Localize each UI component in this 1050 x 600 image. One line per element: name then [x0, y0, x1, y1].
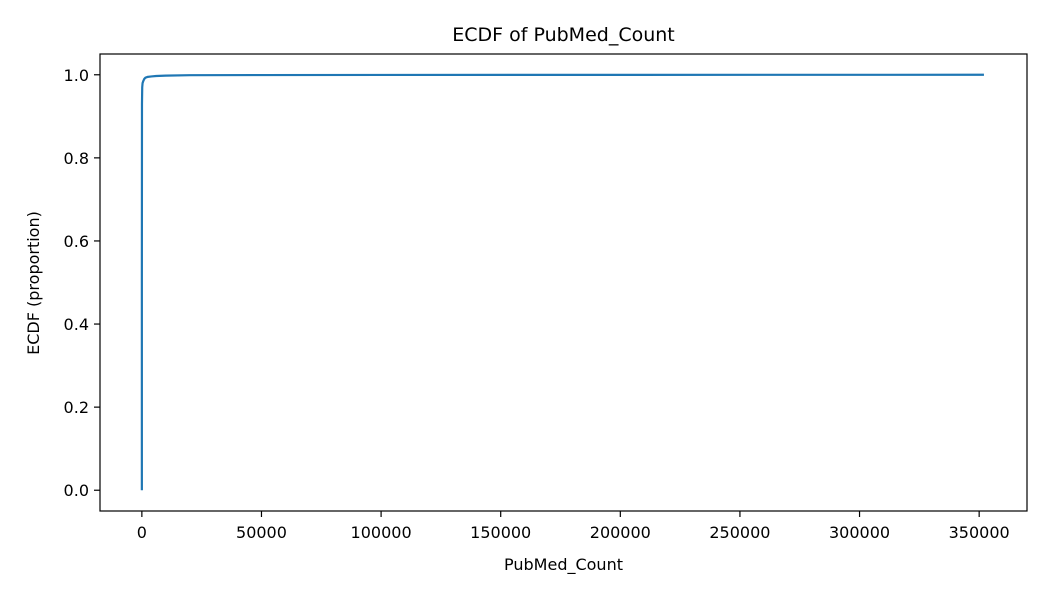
x-tick-label: 250000 [709, 523, 770, 542]
plot-frame [99, 53, 1028, 512]
y-tick-label: 0.0 [64, 481, 89, 500]
y-tick-label: 0.8 [64, 149, 89, 168]
plot-area [99, 53, 1028, 512]
chart-title: ECDF of PubMed_Count [452, 24, 675, 46]
x-tick-label: 50000 [236, 523, 287, 542]
x-tick-label: 200000 [590, 523, 651, 542]
y-tick-label: 0.6 [64, 232, 89, 251]
y-axis-label: ECDF (proportion) [24, 211, 43, 355]
x-axis-label: PubMed_Count [504, 555, 623, 575]
x-tick-label: 100000 [351, 523, 412, 542]
x-axis: 0 50000 100000 150000 200000 250000 300000 3500… [137, 511, 1010, 542]
ecdf-line [140, 73, 984, 491]
y-tick-label: 1.0 [64, 66, 89, 85]
x-tick-label: 150000 [470, 523, 531, 542]
y-tick-label: 0.2 [64, 398, 89, 417]
x-tick-label: 0 [137, 523, 147, 542]
y-axis: 0.0 0.2 0.4 0.6 0.8 1.0 [64, 66, 100, 500]
y-tick-label: 0.4 [64, 315, 89, 334]
x-tick-label: 300000 [829, 523, 890, 542]
x-tick-label: 350000 [949, 523, 1010, 542]
